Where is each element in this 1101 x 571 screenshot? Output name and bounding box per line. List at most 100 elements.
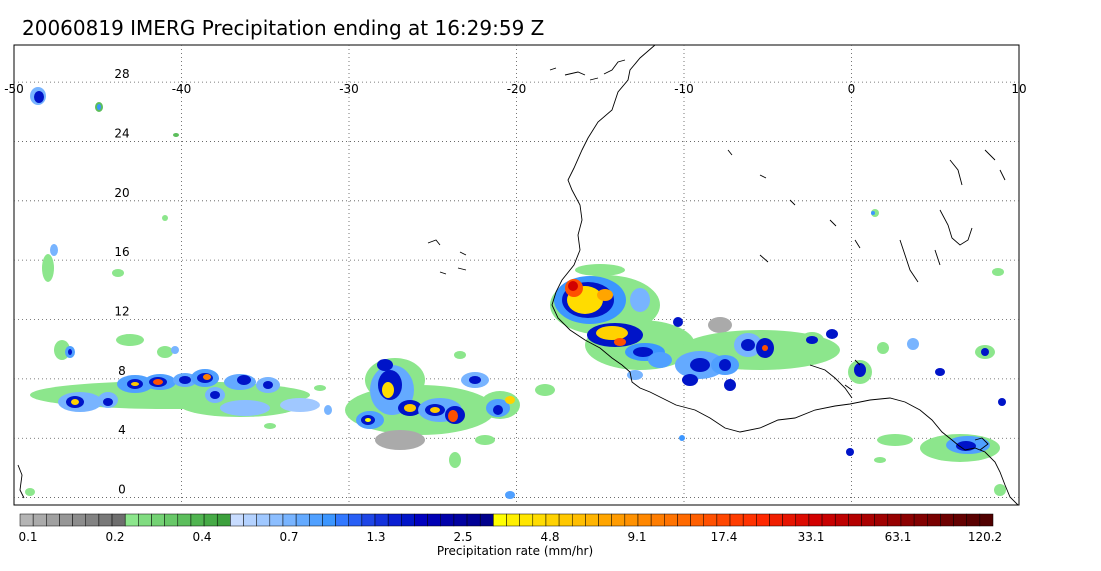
colorbar-swatch	[637, 513, 652, 527]
colorbar-swatch	[98, 513, 113, 527]
colorbar-swatch	[913, 513, 928, 527]
colorbar-swatch	[874, 513, 889, 527]
colorbar-label: Precipitation rate (mm/hr)	[437, 544, 593, 558]
colorbar-swatch	[611, 513, 626, 527]
lon-tick-label: -20	[507, 82, 527, 96]
colorbar-swatch	[282, 513, 297, 527]
colorbar-swatch	[111, 513, 126, 527]
colorbar-swatch	[387, 513, 402, 527]
colorbar-swatch	[742, 513, 757, 527]
colorbar-swatch	[269, 513, 284, 527]
colorbar-swatch	[493, 513, 507, 527]
colorbar-tick-label: 120.2	[968, 530, 1002, 544]
colorbar-swatch	[427, 513, 442, 527]
colorbar-swatch	[19, 513, 34, 527]
colorbar-swatch	[203, 513, 218, 527]
colorbar-tick-label: 33.1	[798, 530, 825, 544]
colorbar-swatch	[927, 513, 941, 527]
colorbar-tick-label: 63.1	[885, 530, 912, 544]
colorbar-swatch	[466, 513, 481, 527]
colorbar-swatch	[124, 513, 139, 527]
colorbar-swatch	[769, 513, 783, 527]
colorbar-swatch	[72, 513, 86, 527]
lon-tick-label: -40	[172, 82, 192, 96]
colorbar-swatch	[900, 513, 915, 527]
colorbar-tick-label: 1.3	[366, 530, 385, 544]
colorbar-swatch	[177, 513, 192, 527]
colorbar-swatch	[309, 513, 323, 527]
lat-tick-label: 0	[118, 483, 126, 497]
lon-tick-label: 10	[1011, 82, 1026, 96]
colorbar-swatch	[664, 513, 678, 527]
lat-tick-label: 12	[114, 305, 129, 319]
lat-tick-label: 24	[114, 126, 129, 140]
colorbar-swatch	[545, 513, 560, 527]
colorbar-swatch	[808, 513, 823, 527]
colorbar-tick-label: 0.7	[279, 530, 298, 544]
precipitation-layer	[25, 87, 1006, 499]
cell-west-africa-coast	[550, 264, 732, 380]
colorbar-swatch	[190, 513, 205, 527]
colorbar-swatch	[848, 513, 862, 527]
colorbar-swatch	[585, 513, 599, 527]
lon-tick-label: -30	[339, 82, 359, 96]
lon-tick-label: 0	[848, 82, 856, 96]
colorbar-tick-label: 0.1	[18, 530, 37, 544]
colorbar-swatch	[59, 513, 73, 527]
colorbar-swatch	[519, 513, 534, 527]
colorbar-swatch	[677, 513, 691, 527]
colorbar-swatch	[414, 513, 428, 527]
graticule: -50 -40 -30 -20 -10 0 10 0 4 8 12 16 20 24 28	[4, 45, 1027, 505]
colorbar-swatch	[32, 513, 47, 527]
cell-central-band	[345, 351, 555, 499]
lat-tick-label: 20	[114, 186, 129, 200]
colorbar: 0.1 0.2 0.4 0.7 1.3 2.5 4.8 9.1 17.4 33.1 63.1 120.…	[18, 513, 1002, 544]
colorbar-swatch	[940, 513, 954, 527]
colorbar-swatch	[703, 513, 718, 527]
lon-tick-label: -10	[674, 82, 694, 96]
colorbar-swatch	[256, 513, 271, 527]
map-title: 20060819 IMERG Precipitation ending at 1…	[22, 16, 545, 40]
colorbar-swatch	[85, 513, 100, 527]
colorbar-swatch	[598, 513, 612, 527]
colorbar-swatch	[690, 513, 704, 527]
colorbar-swatch	[361, 513, 376, 527]
cell-nw-corner	[25, 87, 179, 496]
colorbar-swatch	[335, 513, 349, 527]
colorbar-swatch	[479, 513, 494, 527]
colorbar-swatch	[295, 513, 310, 527]
colorbar-swatch	[953, 513, 967, 527]
colorbar-swatch	[151, 513, 165, 527]
colorbar-swatch	[216, 513, 231, 527]
colorbar-swatch	[558, 513, 573, 527]
colorbar-swatch	[243, 513, 257, 527]
colorbar-tick-label: 0.4	[192, 530, 211, 544]
lon-tick-label: -50	[4, 82, 24, 96]
colorbar-tick-label: 9.1	[627, 530, 646, 544]
colorbar-swatch	[348, 513, 363, 527]
colorbar-swatch	[834, 513, 849, 527]
colorbar-swatch	[624, 513, 639, 527]
colorbar-swatch	[401, 513, 415, 527]
map-frame	[13, 44, 1020, 506]
colorbar-swatch	[650, 513, 665, 527]
colorbar-swatch	[322, 513, 336, 527]
colorbar-swatch	[230, 513, 244, 527]
colorbar-swatch	[716, 513, 731, 527]
colorbar-tick-label: 17.4	[711, 530, 738, 544]
cell-sahel-band	[675, 209, 1006, 456]
lat-tick-label: 4	[118, 423, 126, 437]
colorbar-swatch	[46, 513, 60, 527]
colorbar-swatch	[782, 513, 797, 527]
colorbar-swatch	[795, 513, 810, 527]
colorbar-swatch	[374, 513, 389, 527]
colorbar-tick-label: 0.2	[105, 530, 124, 544]
colorbar-tick-label: 4.8	[540, 530, 559, 544]
colorbar-swatch	[571, 513, 586, 527]
colorbar-swatch	[138, 513, 152, 527]
cell-west-band	[30, 369, 332, 429]
lat-tick-label: 8	[118, 364, 126, 378]
colorbar-swatch	[532, 513, 547, 527]
lat-tick-label: 28	[114, 67, 129, 81]
